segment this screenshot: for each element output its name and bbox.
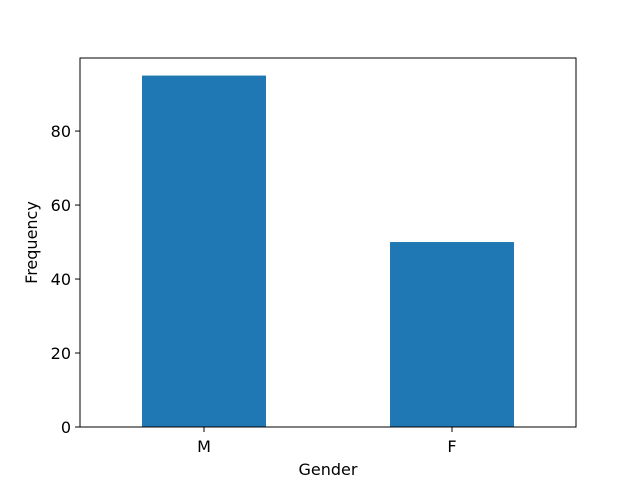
x-tick-label: M — [197, 437, 211, 456]
bars-group — [142, 75, 514, 428]
y-axis-label: Frequency — [22, 201, 41, 284]
x-tick-label: F — [447, 437, 456, 456]
y-tick-label: 0 — [61, 418, 71, 437]
y-tick-label: 80 — [51, 122, 71, 141]
plot-frame — [79, 57, 577, 428]
bar-M — [142, 75, 266, 428]
bar-F — [390, 242, 514, 427]
y-axis-ticks: 0 20 40 60 80 — [51, 122, 80, 437]
y-tick-label: 20 — [51, 344, 71, 363]
y-tick-label: 40 — [51, 270, 71, 289]
x-axis-label: Gender — [299, 460, 358, 479]
y-tick-label: 60 — [51, 196, 71, 215]
